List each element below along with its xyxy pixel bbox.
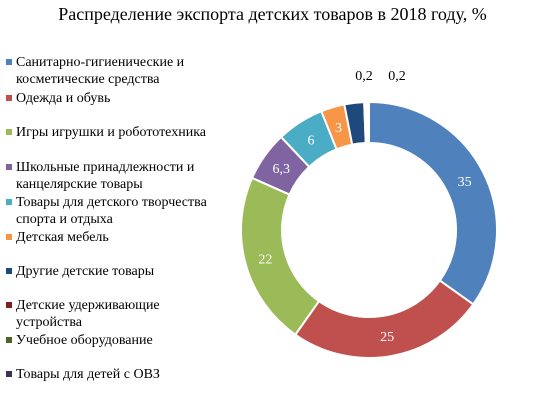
data-label-furniture: 3 — [335, 121, 342, 136]
slice-hygiene — [368, 100, 498, 306]
legend-swatch-clothing — [6, 95, 12, 101]
data-label-disabilities: 0,2 — [388, 69, 406, 84]
legend-label-other: Другие детские товары — [16, 264, 155, 279]
legend-swatch-hygiene — [6, 59, 12, 65]
legend-label-hygiene: Санитарно-гигиенические и косметические … — [16, 55, 185, 87]
legend-label-toys: Игры игрушки и робототехника — [16, 125, 206, 140]
legend-item-car-seats: Детские удерживающие устройства — [6, 297, 221, 331]
legend-swatch-car-seats — [6, 302, 12, 308]
legend-swatch-school — [6, 164, 12, 170]
slice-toys — [240, 176, 321, 337]
data-label-clothing: 25 — [380, 330, 394, 345]
legend-label-school: Школьные принадлежности и канцелярские т… — [16, 160, 195, 192]
legend-item-education: Учебное оборудование — [6, 332, 221, 349]
data-label-education: 0,2 — [355, 69, 373, 84]
legend-swatch-education — [6, 337, 12, 343]
legend-swatch-furniture — [6, 234, 12, 240]
legend-label-creativity: Товары для детского творчества спорта и … — [16, 195, 207, 227]
slice-disabilities — [366, 100, 370, 145]
legend-item-hygiene: Санитарно-гигиенические и косметические … — [6, 54, 221, 88]
legend-item-clothing: Одежда и обувь — [6, 90, 221, 107]
legend-label-education: Учебное оборудование — [16, 333, 153, 348]
legend-swatch-disabilities — [6, 371, 12, 377]
legend-label-disabilities: Товары для детей с ОВЗ — [16, 367, 160, 382]
data-label-creativity: 6 — [308, 133, 315, 148]
legend-label-furniture: Детская мебель — [16, 230, 109, 245]
legend-item-disabilities: Товары для детей с ОВЗ — [6, 366, 221, 383]
data-label-school: 6,3 — [273, 162, 291, 177]
legend-item-toys: Игры игрушки и робототехника — [6, 124, 221, 141]
legend-swatch-creativity — [6, 199, 12, 205]
legend-swatch-toys — [6, 129, 12, 135]
data-label-hygiene: 35 — [458, 175, 472, 190]
legend-item-school: Школьные принадлежности и канцелярские т… — [6, 159, 221, 193]
legend-swatch-other — [6, 268, 12, 274]
legend-item-other: Другие детские товары — [6, 263, 221, 280]
slice-clothing — [293, 279, 475, 359]
legend-label-clothing: Одежда и обувь — [16, 91, 111, 106]
legend-item-furniture: Детская мебель — [6, 229, 221, 246]
legend-item-creativity: Товары для детского творчества спорта и … — [6, 194, 221, 228]
chart-title: Распределение экспорта детских товаров в… — [58, 4, 487, 24]
data-label-toys: 22 — [258, 253, 272, 268]
legend-label-car-seats: Детские удерживающие устройства — [16, 298, 160, 330]
